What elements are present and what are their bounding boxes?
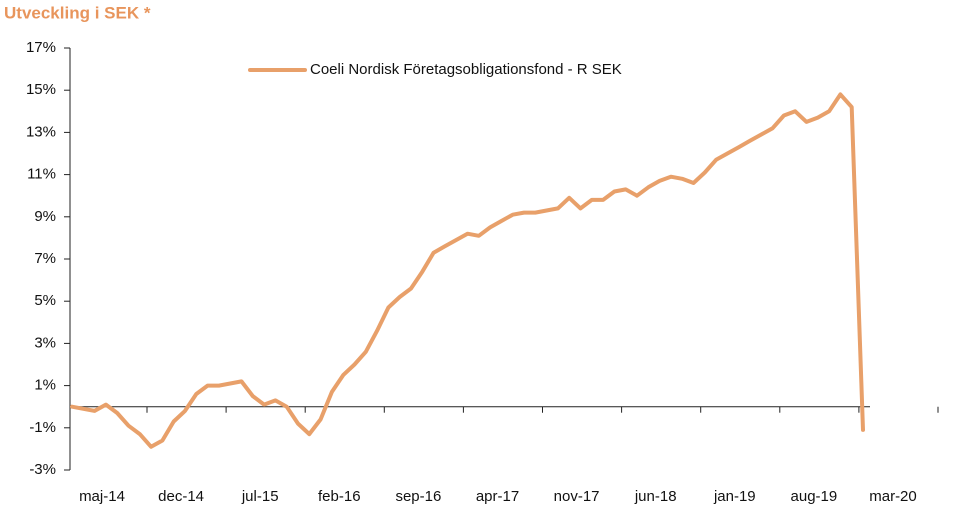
y-tick-label: 3% [34,334,56,351]
x-tick-label: nov-17 [554,488,600,505]
y-tick-label: -3% [29,461,56,478]
x-tick-label: feb-16 [318,488,361,505]
series-line [70,92,865,449]
y-tick-label: -1% [29,419,56,436]
y-tick-label: 17% [26,39,56,56]
y-tick-label: 1% [34,377,56,394]
x-tick-label: jan-19 [713,488,756,505]
x-tick-label: maj-14 [79,488,125,505]
x-tick-label: sep-16 [395,488,441,505]
chart-title: Utveckling i SEK * [4,3,151,22]
x-tick-label: jul-15 [241,488,279,505]
y-tick-label: 7% [34,250,56,267]
x-tick-label: apr-17 [476,488,519,505]
x-tick-label: aug-19 [791,488,838,505]
y-tick-label: 9% [34,208,56,225]
y-tick-label: 13% [26,123,56,140]
x-tick-label: jun-18 [634,488,677,505]
y-tick-label: 5% [34,292,56,309]
legend-label: Coeli Nordisk Företagsobligationsfond - … [310,61,622,78]
y-tick-label: 15% [26,81,56,98]
x-tick-label: mar-20 [869,488,917,505]
x-tick-label: dec-14 [158,488,204,505]
y-tick-label: 11% [27,166,56,183]
